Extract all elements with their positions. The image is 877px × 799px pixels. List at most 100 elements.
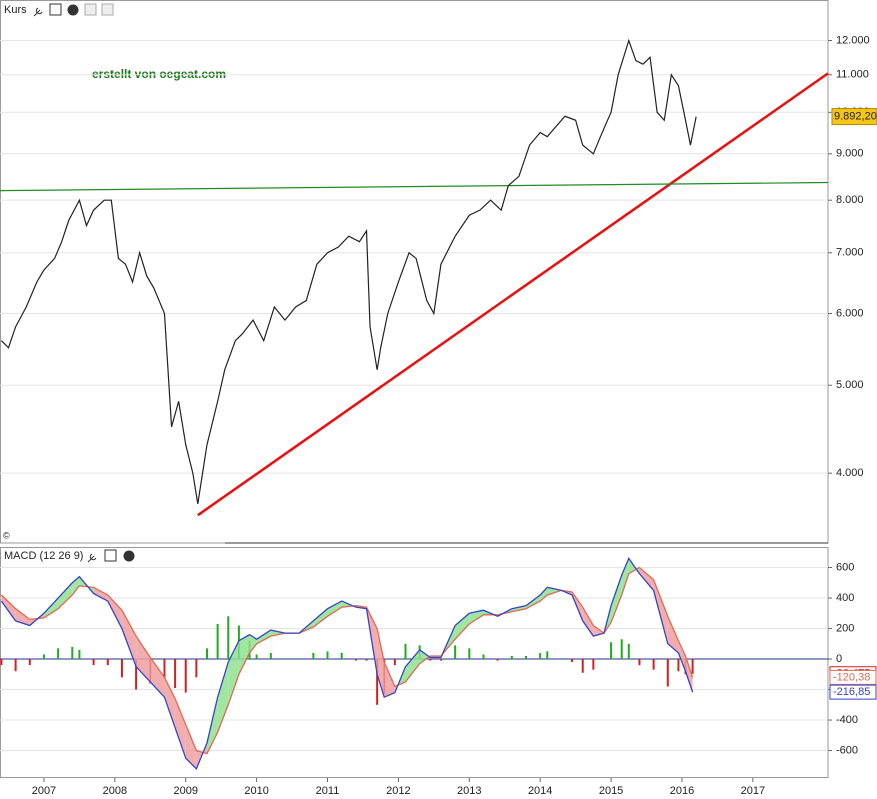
histogram-bar bbox=[393, 659, 396, 666]
histogram-bar bbox=[439, 659, 442, 661]
price-line bbox=[0, 38, 697, 504]
histogram-bar bbox=[340, 652, 343, 660]
histogram-bar bbox=[365, 659, 368, 661]
histogram-bar bbox=[691, 659, 694, 674]
histogram-bar bbox=[546, 651, 549, 660]
x-tick-label: 2017 bbox=[741, 785, 765, 797]
histogram-bar bbox=[255, 654, 258, 660]
histogram-bar bbox=[376, 659, 379, 705]
close-icon[interactable] bbox=[123, 550, 135, 562]
macd-fill bbox=[547, 587, 562, 595]
histogram-bar bbox=[269, 652, 272, 660]
histogram-bar bbox=[482, 654, 485, 660]
macd-fill bbox=[270, 630, 285, 637]
macd-fill bbox=[405, 649, 420, 682]
last-value-label: -120,38 bbox=[833, 671, 870, 683]
last-value-box bbox=[829, 684, 877, 700]
macd-fill bbox=[238, 634, 250, 675]
last-value-box bbox=[829, 669, 877, 685]
macd-fill bbox=[164, 677, 176, 728]
histogram-bar bbox=[206, 648, 208, 660]
histogram-bar bbox=[312, 652, 315, 660]
histogram-bar bbox=[28, 659, 31, 666]
histogram-bar bbox=[592, 659, 595, 670]
macd-fill bbox=[611, 575, 622, 623]
macd-fill bbox=[150, 657, 165, 698]
y-tick-label: 7.000 bbox=[836, 247, 864, 259]
histogram-bar bbox=[106, 659, 109, 666]
macd-fill bbox=[1, 594, 16, 621]
macd-fill bbox=[93, 587, 108, 602]
histogram-bar bbox=[184, 659, 187, 693]
histogram-bar bbox=[57, 648, 60, 660]
histogram-bar bbox=[0, 659, 3, 666]
histogram-bar bbox=[227, 616, 230, 660]
y-tick-label: -400 bbox=[836, 714, 858, 726]
maximize-icon[interactable] bbox=[49, 3, 62, 16]
macd-fill bbox=[639, 567, 654, 591]
x-tick-label: 2010 bbox=[244, 785, 268, 797]
histogram-bar bbox=[42, 654, 45, 660]
histogram-bar bbox=[429, 659, 432, 661]
histogram-bar bbox=[571, 659, 574, 663]
macd-fill bbox=[419, 649, 431, 664]
macd-fill bbox=[121, 610, 137, 667]
macd-fill bbox=[43, 598, 59, 618]
settings-icon[interactable] bbox=[87, 553, 97, 563]
macd-line bbox=[0, 566, 694, 755]
macd-fill bbox=[256, 630, 271, 644]
macd-fill bbox=[667, 616, 679, 653]
macd-fill bbox=[582, 607, 594, 637]
x-tick-label: 2008 bbox=[103, 785, 127, 797]
x-tick-label: 2009 bbox=[173, 785, 197, 797]
histogram-bar bbox=[120, 659, 123, 678]
last-price-box bbox=[831, 108, 877, 126]
macd-fill bbox=[511, 605, 527, 612]
histogram-bar bbox=[620, 639, 623, 660]
macd-fill bbox=[469, 610, 484, 624]
copyright: © bbox=[3, 530, 10, 540]
histogram-bar bbox=[135, 659, 138, 690]
histogram-bar bbox=[326, 651, 329, 660]
macd-fill bbox=[628, 558, 640, 574]
macd-fill bbox=[58, 582, 73, 609]
macd-fill bbox=[313, 608, 328, 628]
move-up-icon[interactable] bbox=[101, 3, 114, 16]
histogram-bar bbox=[610, 642, 613, 660]
y-tick-label: 600 bbox=[836, 561, 854, 573]
macd-fill bbox=[107, 594, 122, 629]
maximize-icon[interactable] bbox=[104, 549, 117, 562]
settings-icon[interactable] bbox=[33, 7, 43, 17]
watermark: erstellt von oegeat.com bbox=[92, 67, 226, 81]
move-down-icon[interactable] bbox=[84, 3, 97, 16]
y-tick-label: 4.000 bbox=[836, 467, 864, 479]
histogram-bar bbox=[163, 659, 166, 679]
macd-fill bbox=[217, 662, 229, 733]
y-tick-label: 400 bbox=[836, 592, 854, 604]
histogram-bar bbox=[666, 659, 669, 687]
panel-toolbar bbox=[87, 549, 135, 563]
close-icon[interactable] bbox=[67, 4, 79, 16]
histogram-bar bbox=[627, 643, 630, 660]
y-tick-label: 9.000 bbox=[836, 148, 864, 160]
macd-fill bbox=[327, 601, 342, 617]
macd-fill bbox=[377, 628, 385, 698]
y-tick-label: 12.000 bbox=[836, 34, 870, 46]
histogram-bar bbox=[581, 659, 584, 673]
macd-fill bbox=[136, 636, 151, 682]
trendline bbox=[197, 72, 829, 517]
histogram-bar bbox=[71, 646, 74, 660]
histogram-bar bbox=[677, 659, 680, 672]
histogram-bar bbox=[404, 643, 407, 660]
x-tick-label: 2007 bbox=[32, 785, 56, 797]
panel-toolbar bbox=[33, 3, 114, 17]
y-tick-label: 0 bbox=[836, 653, 842, 665]
histogram-bar bbox=[92, 659, 95, 666]
histogram-bar bbox=[525, 655, 528, 660]
histogram-bar bbox=[195, 659, 198, 678]
macd-fill bbox=[455, 613, 470, 640]
histogram-bar bbox=[638, 659, 641, 666]
panel-title: Kurs bbox=[4, 4, 27, 16]
